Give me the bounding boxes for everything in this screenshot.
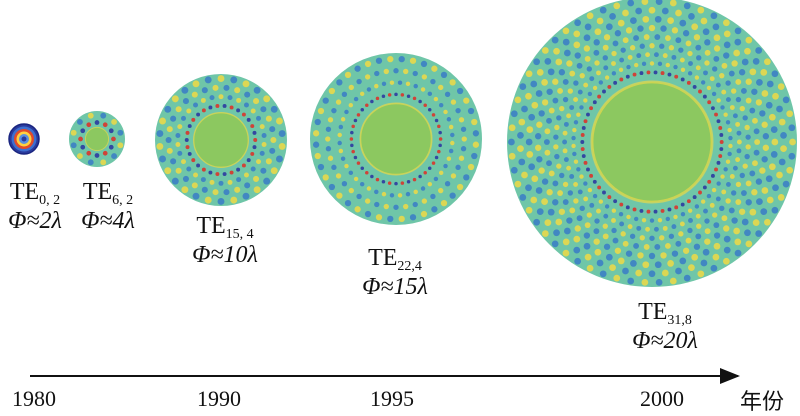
year-tick-1980: 1980 bbox=[12, 386, 56, 411]
mode-label-te154: TE15, 4 Φ≈10λ bbox=[170, 213, 280, 268]
mode-label-te62: TE6, 2 Φ≈4λ bbox=[68, 179, 148, 234]
diameter-label: Φ≈15λ bbox=[362, 273, 428, 300]
year-tick-2000: 2000 bbox=[640, 386, 684, 411]
mode-pattern-0 bbox=[8, 123, 40, 155]
year-tick-1990: 1990 bbox=[197, 386, 241, 411]
mode-label-te224: TE22,4 Φ≈15λ bbox=[340, 245, 450, 300]
mode-label-te02: TE0, 2 Φ≈2λ bbox=[0, 179, 70, 234]
mode-pattern-1 bbox=[69, 111, 125, 167]
mode-pattern-4 bbox=[507, 0, 797, 287]
mode-pattern-2 bbox=[155, 74, 287, 206]
year-tick-1995: 1995 bbox=[370, 386, 414, 411]
mode-label-te318: TE31,8 Φ≈20λ bbox=[605, 299, 725, 354]
diameter-label: Φ≈20λ bbox=[632, 327, 698, 354]
axis-unit-label: 年份 bbox=[740, 390, 785, 415]
diameter-label: Φ≈2λ bbox=[8, 207, 62, 234]
diameter-label: Φ≈4λ bbox=[81, 207, 135, 234]
diameter-label: Φ≈10λ bbox=[192, 241, 258, 268]
mode-pattern-3 bbox=[310, 53, 482, 225]
